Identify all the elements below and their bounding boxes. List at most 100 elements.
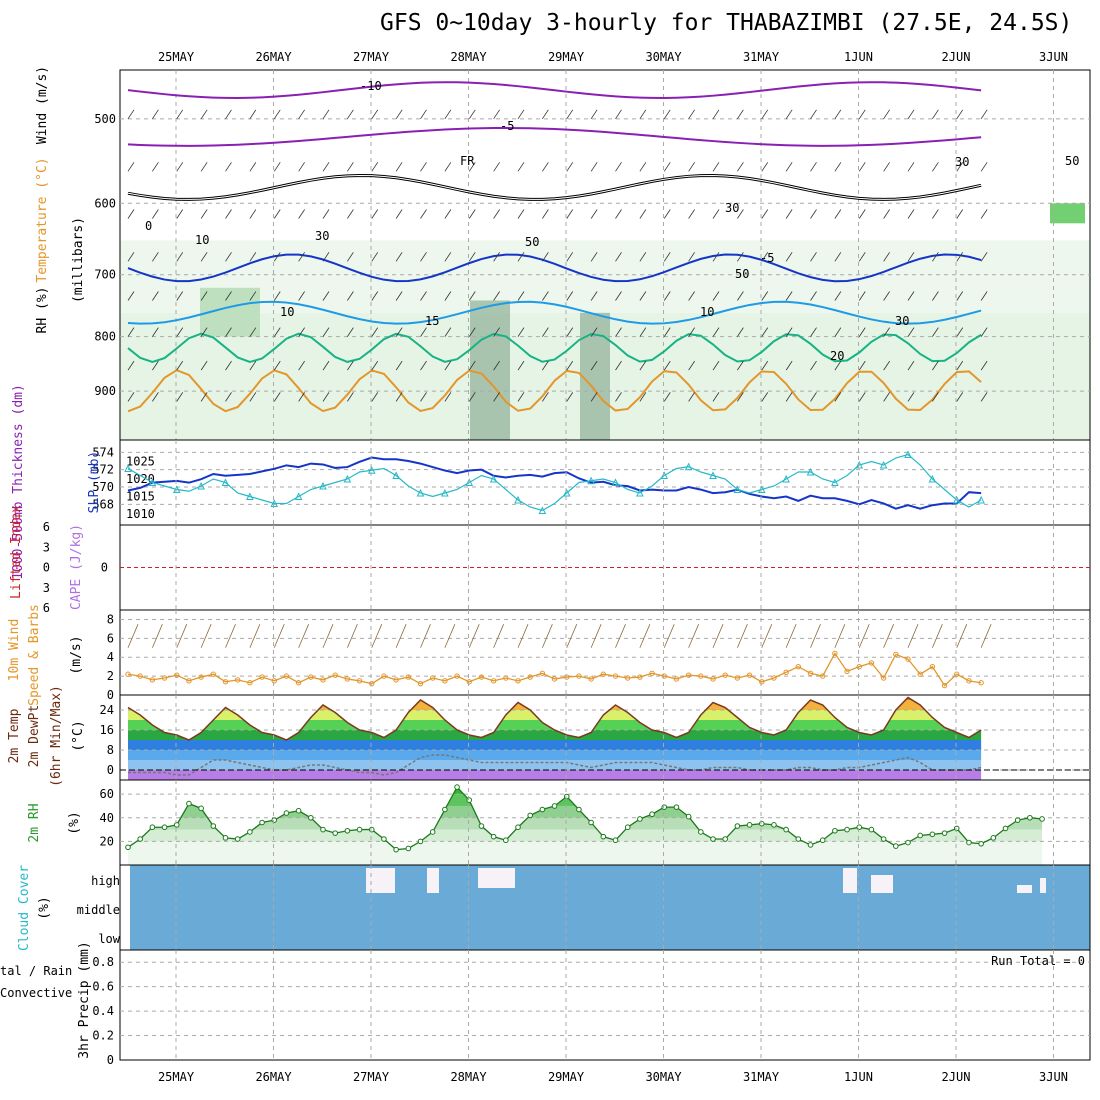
rh-point (1002, 825, 1009, 832)
date-label-top: 31MAY (743, 50, 780, 64)
wind-barb (688, 209, 695, 219)
surface-wind-barb (712, 624, 724, 648)
wind-barb (347, 327, 354, 337)
wind-barb (542, 360, 549, 371)
slp-point (148, 478, 157, 486)
wind-barb (639, 291, 647, 301)
wind-barb (200, 209, 208, 219)
surface-wind-barb (590, 624, 602, 648)
contour-label: 20 (830, 349, 844, 363)
surface-wind-barb (907, 624, 919, 648)
cloud-clear-patch (478, 868, 515, 888)
slp-point (636, 488, 644, 497)
wind-speed-point (332, 672, 338, 678)
wind-barb (127, 360, 135, 371)
rh-point (1039, 816, 1045, 822)
wind-barb (858, 209, 866, 219)
wind-speed-point (259, 674, 265, 680)
wind-barb (200, 392, 208, 402)
wind-barb (663, 360, 671, 371)
surface-wind-barb (420, 624, 431, 648)
contour-label: -5 (760, 251, 774, 265)
wind-barb (127, 252, 135, 262)
wind-speed-point (819, 673, 826, 679)
wind-speed-point (624, 675, 631, 681)
wind-barb (785, 109, 793, 120)
wind-barb (615, 209, 622, 219)
slp-point (172, 485, 181, 493)
wind-barb (810, 209, 817, 219)
wind-barb (663, 291, 671, 301)
wind-barb (663, 162, 671, 172)
wind-barb (883, 162, 890, 172)
rh-point (356, 826, 363, 833)
wind-barb (980, 209, 988, 219)
wind-barb (712, 392, 720, 402)
wind-barb (615, 109, 622, 120)
slp-point (489, 474, 498, 483)
rh-point (1027, 814, 1033, 821)
contour-label: -10 (360, 79, 382, 93)
wind-barb (152, 327, 159, 337)
rh-column-28may (470, 300, 510, 440)
wind-barb (444, 360, 452, 371)
wind-barb (468, 392, 476, 402)
wind-speed-point (771, 675, 777, 681)
wind-speed-point (856, 663, 862, 670)
wind-barb (663, 327, 671, 337)
rh-point (771, 822, 777, 828)
cloud-units-label: (%) (37, 896, 52, 919)
wind-barb (858, 360, 866, 371)
wind-barb (566, 360, 574, 371)
rh-point (637, 816, 643, 822)
wind10m-frame (119, 609, 1091, 696)
wind-barb (542, 392, 549, 402)
wind-barb (249, 360, 257, 371)
surface-wind-barb (444, 624, 456, 648)
wind-speed-point (588, 676, 594, 682)
cloud-clear-patch (871, 875, 893, 893)
rh-point (454, 784, 460, 790)
wind-barb (225, 392, 232, 402)
wind-barb (615, 360, 622, 371)
wind-barb (347, 109, 354, 120)
wind-speed-point (807, 670, 814, 676)
contour-ten (127, 300, 982, 325)
wind-barb (322, 252, 330, 262)
slp-point (806, 467, 815, 476)
wind-barb (737, 109, 744, 120)
wind-barb (615, 392, 622, 402)
wind-barb (493, 360, 500, 371)
wind-barb (493, 327, 500, 337)
wind-barb (932, 209, 939, 219)
wind-axis-label: Wind (m/s) (35, 66, 50, 144)
rh-point (929, 831, 936, 838)
rh-point (210, 823, 217, 829)
cloud-background (130, 865, 1090, 950)
wind-speed-point (369, 680, 375, 687)
precip-axis-label: 3hr Precip (mm) (77, 941, 92, 1058)
wind-barb (737, 209, 744, 219)
wind-barb (712, 252, 720, 262)
wind-barb (493, 252, 500, 262)
pressure-tick: 800 (94, 330, 116, 344)
wind-barb (298, 162, 305, 172)
wind-barb (907, 209, 915, 219)
date-label-bottom: 31MAY (743, 1070, 780, 1084)
wind-barb (907, 252, 915, 262)
wind-barb (468, 252, 476, 262)
wind-barb (688, 252, 695, 262)
contour-minus10 (127, 81, 982, 99)
rh-point (661, 804, 668, 810)
wind-barb (273, 327, 281, 337)
slp-tick: 1020 (126, 472, 155, 486)
wind-barb (785, 327, 793, 337)
wind-speed-point (954, 671, 960, 677)
wind-speed-point (125, 671, 131, 677)
wind-speed-point (490, 678, 497, 684)
date-label-bottom: 26MAY (255, 1070, 292, 1084)
rh-band (128, 817, 1043, 830)
wind-barb (785, 360, 793, 371)
wind-barb (444, 109, 452, 120)
wind-speed-point (442, 678, 448, 684)
